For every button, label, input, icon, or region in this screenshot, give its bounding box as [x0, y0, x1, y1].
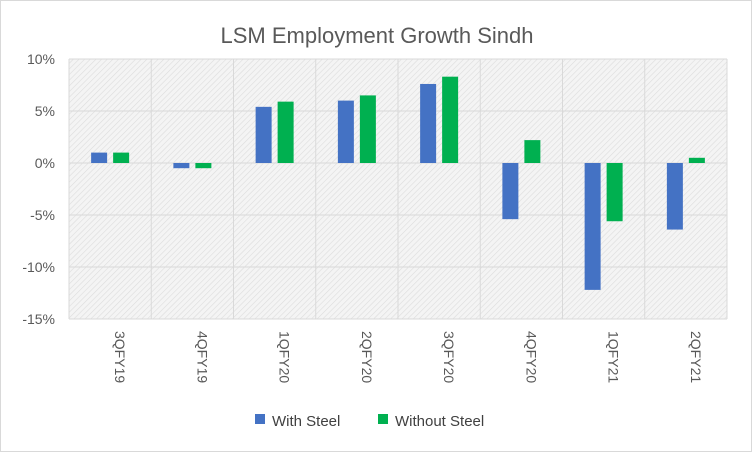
- bar-with-steel: [337, 100, 354, 163]
- bar-without-steel: [606, 163, 623, 222]
- bar-with-steel: [666, 163, 683, 230]
- x-tick-label: 1QFY20: [277, 331, 293, 383]
- x-axis-ticks: 3QFY19 4QFY19 1QFY20 2QFY20 3QFY20 4QFY20 1QFY…: [112, 331, 704, 383]
- bar-without-steel: [688, 157, 705, 163]
- bar-without-steel: [359, 95, 376, 163]
- bar-without-steel: [277, 101, 294, 163]
- bar-without-steel: [113, 152, 130, 163]
- x-tick-label: 3QFY20: [441, 331, 457, 383]
- legend-label-with-steel: With Steel: [272, 413, 340, 430]
- bar-with-steel: [173, 163, 190, 169]
- x-tick-label: 4QFY19: [194, 331, 210, 383]
- bars: [91, 76, 705, 290]
- bar-without-steel: [442, 76, 459, 163]
- chart-title: LSM Employment Growth Sindh: [220, 23, 533, 48]
- y-tick-label: 10%: [27, 51, 55, 67]
- y-tick-label: -15%: [22, 311, 55, 327]
- x-tick-label: 2QFY20: [359, 331, 375, 383]
- legend-swatch-without-steel: [378, 414, 388, 424]
- legend-swatch-with-steel: [255, 414, 265, 424]
- bar-with-steel: [255, 106, 272, 163]
- y-tick-label: -10%: [22, 259, 55, 275]
- y-tick-label: 5%: [35, 103, 55, 119]
- x-tick-label: 4QFY20: [523, 331, 539, 383]
- y-tick-label: -5%: [30, 207, 55, 223]
- x-tick-label: 1QFY21: [606, 331, 622, 383]
- bar-with-steel: [91, 152, 108, 163]
- y-tick-label: 0%: [35, 155, 55, 171]
- legend: With Steel Without Steel: [255, 413, 484, 430]
- bar-without-steel: [195, 163, 212, 169]
- bar-without-steel: [524, 140, 541, 163]
- bar-with-steel: [502, 163, 519, 220]
- x-tick-label: 3QFY19: [112, 331, 128, 383]
- bar-with-steel: [420, 83, 437, 163]
- x-tick-label: 2QFY21: [688, 331, 704, 383]
- bar-with-steel: [584, 163, 601, 290]
- legend-label-without-steel: Without Steel: [395, 413, 484, 430]
- y-axis-ticks: 10% 5% 0% -5% -10% -15%: [22, 51, 55, 327]
